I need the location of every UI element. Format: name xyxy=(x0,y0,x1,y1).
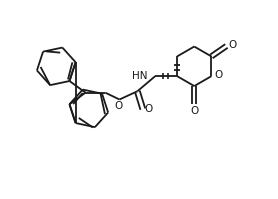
Text: O: O xyxy=(115,101,123,111)
Text: O: O xyxy=(214,70,222,80)
Text: O: O xyxy=(145,104,153,114)
Text: HN: HN xyxy=(132,71,148,81)
Text: O: O xyxy=(190,106,198,116)
Text: O: O xyxy=(229,40,237,50)
